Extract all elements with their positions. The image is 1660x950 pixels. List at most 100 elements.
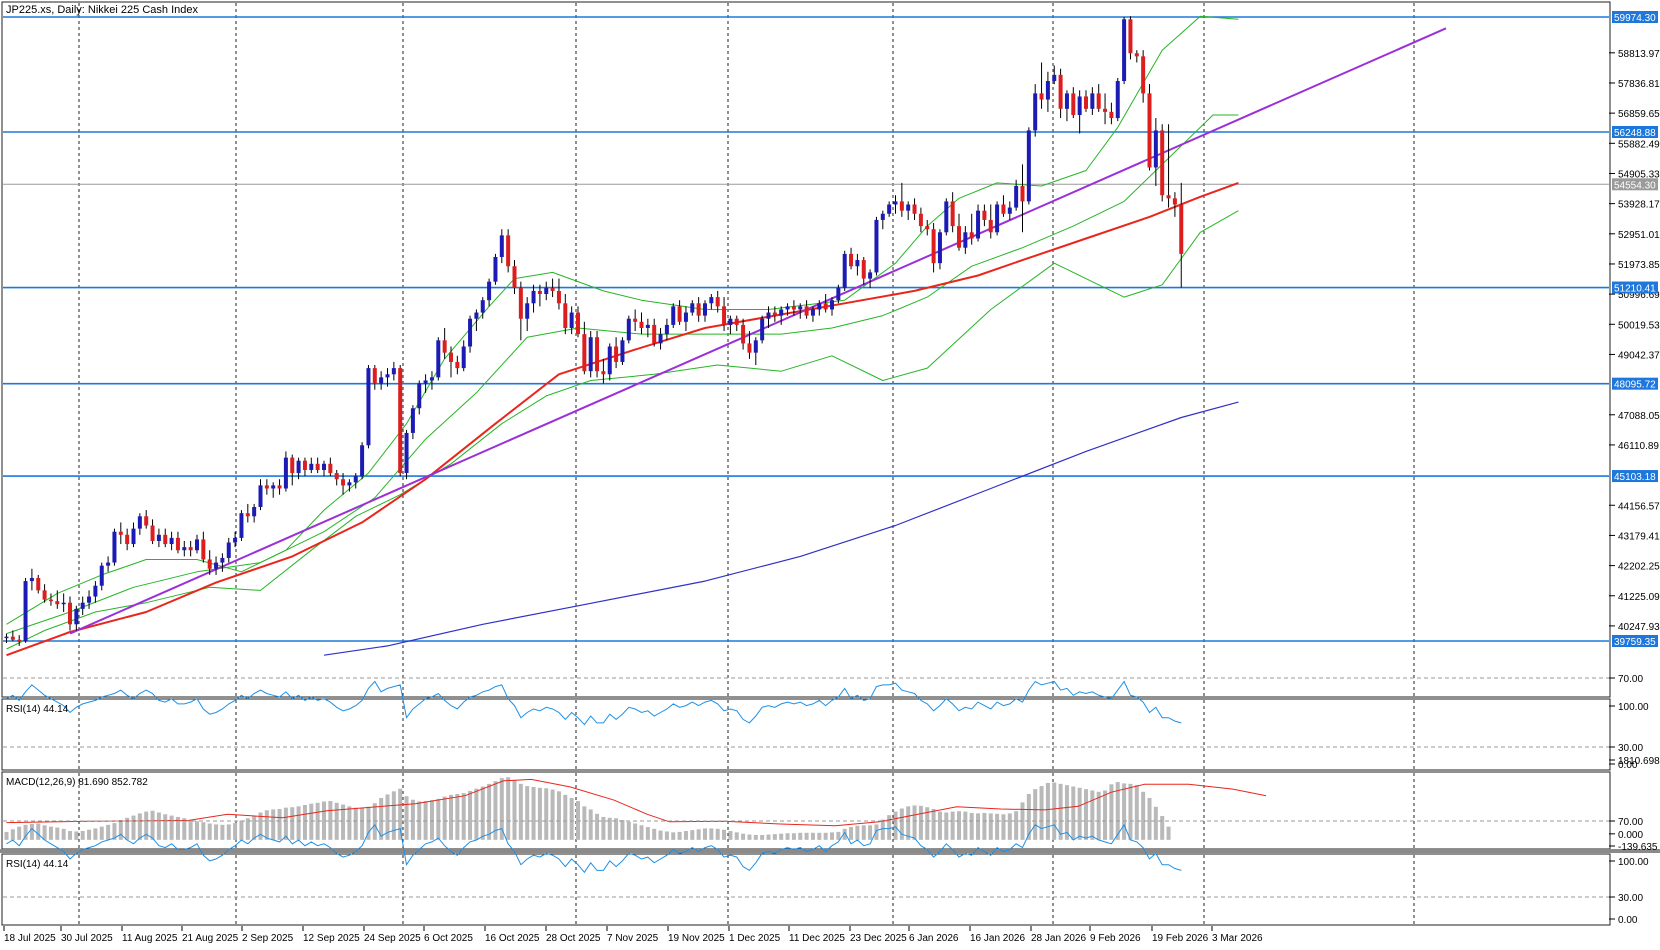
candle-body (1058, 74, 1063, 109)
candle-body (556, 290, 561, 304)
macd-histogram-bar (601, 816, 606, 840)
macd-pane[interactable] (4, 777, 1267, 840)
candle-body (671, 306, 676, 325)
candle-body (391, 368, 396, 375)
x-tick-label: 2 Sep 2025 (242, 933, 294, 944)
candle-body (455, 361, 460, 369)
macd-histogram-bar (245, 818, 250, 840)
candle-body (798, 306, 803, 310)
y-tick-label: 54905.33 (1618, 169, 1660, 180)
y-tick-label: 46110.89 (1618, 441, 1659, 452)
candle-body (918, 213, 923, 227)
candle-body (715, 297, 720, 307)
candle-body (1071, 93, 1076, 115)
candle-body (1141, 56, 1146, 94)
macd-histogram-bar (1103, 790, 1108, 840)
y-tick-label: 40247.93 (1618, 622, 1660, 633)
macd-histogram-bar (512, 779, 517, 840)
candle-body (563, 303, 568, 328)
macd-histogram-bar (855, 825, 860, 840)
macd-histogram-bar (810, 832, 815, 840)
candle-body (131, 528, 136, 545)
macd-histogram-bar (690, 830, 695, 840)
macd-histogram-bar (880, 819, 885, 840)
y-tick-label: 53928.17 (1618, 200, 1660, 211)
candle-body (842, 253, 847, 288)
candle-body (1096, 93, 1101, 109)
x-tick-label: 30 Jul 2025 (61, 933, 113, 944)
rsi-bottom-pane[interactable] (3, 820, 1609, 898)
macd-signal-line (6, 778, 1267, 827)
macd-histogram-bar (658, 830, 663, 840)
price-level-tag (1612, 11, 1658, 23)
candle-body (360, 445, 365, 477)
macd-histogram-bar (741, 833, 746, 840)
macd-histogram-bar (1052, 782, 1057, 840)
current-price-tag (1612, 178, 1658, 191)
y-tick-label: 42202.25 (1618, 562, 1660, 573)
candle-body (423, 380, 428, 384)
macd-histogram-bar (80, 831, 85, 840)
rsi-pane[interactable] (3, 677, 1609, 748)
macd-histogram-bar (131, 815, 136, 840)
macd-histogram-bar (372, 803, 377, 840)
price-series (4, 15, 1447, 657)
y-tick-label: 57836.81 (1618, 79, 1660, 90)
candle-body (106, 562, 111, 566)
candle-body (125, 534, 130, 545)
macd-histogram-bar (10, 829, 15, 840)
macd-histogram-bar (1077, 787, 1082, 840)
macd-histogram-bar (48, 826, 53, 840)
rsi-bottom-pane-frame (1, 853, 1611, 926)
candle-body (728, 318, 733, 325)
candle-body (245, 513, 250, 517)
macd-histogram-bar (620, 820, 625, 840)
pane-separator[interactable] (0, 849, 1660, 853)
y-tick-label: 47088.05 (1618, 411, 1660, 422)
macd-histogram-bar (791, 833, 796, 840)
rsi-y-tick-label: 70.00 (1618, 674, 1643, 685)
macd-histogram-bar (899, 808, 904, 840)
rsi-line (6, 680, 1182, 726)
candle-body (296, 460, 301, 474)
macd-histogram-bar (366, 806, 371, 840)
candle-body (118, 531, 123, 535)
macd-histogram-bar (290, 807, 295, 840)
price-level-label: 39759.35 (1614, 637, 1656, 648)
macd-histogram-bar (664, 831, 669, 840)
macd-histogram-bar (925, 807, 930, 840)
macd-histogram-bar (569, 797, 574, 840)
x-tick-label: 28 Oct 2025 (546, 933, 601, 944)
macd-histogram-bar (614, 818, 619, 840)
macd-histogram-bar (1033, 789, 1038, 840)
y-tick-label: 41225.09 (1618, 592, 1660, 603)
macd-histogram-bar (55, 827, 60, 840)
candle-body (658, 334, 663, 344)
macd-histogram-bar (760, 834, 765, 840)
macd-histogram-bar (1001, 814, 1006, 840)
candle-body (137, 516, 142, 529)
macd-histogram-bar (283, 807, 288, 840)
candle-body (683, 312, 688, 322)
price-level-tag (1612, 635, 1658, 647)
macd-histogram-bar (728, 831, 733, 840)
price-pane[interactable] (3, 15, 1609, 657)
candle-body (893, 201, 898, 205)
x-tick-label: 19 Nov 2025 (668, 933, 725, 944)
candle-body (1179, 204, 1184, 254)
candle-body (633, 318, 638, 322)
candle-body (366, 368, 371, 446)
candle-body (436, 340, 441, 378)
macd-histogram-bar (639, 825, 644, 840)
macd-histogram-bar (582, 806, 587, 840)
candle-body (976, 210, 981, 239)
macd-histogram-bar (207, 823, 212, 840)
candle-body (182, 547, 187, 551)
candle-body (1090, 93, 1095, 109)
macd-histogram-bar (817, 832, 822, 840)
macd-histogram-bar (849, 827, 854, 840)
chart-title: JP225.xs, Daily: Nikkei 225 Cash Index (6, 4, 198, 16)
candle-body (982, 210, 987, 220)
macd-histogram-bar (563, 794, 568, 840)
macd-histogram-bar (772, 834, 777, 840)
